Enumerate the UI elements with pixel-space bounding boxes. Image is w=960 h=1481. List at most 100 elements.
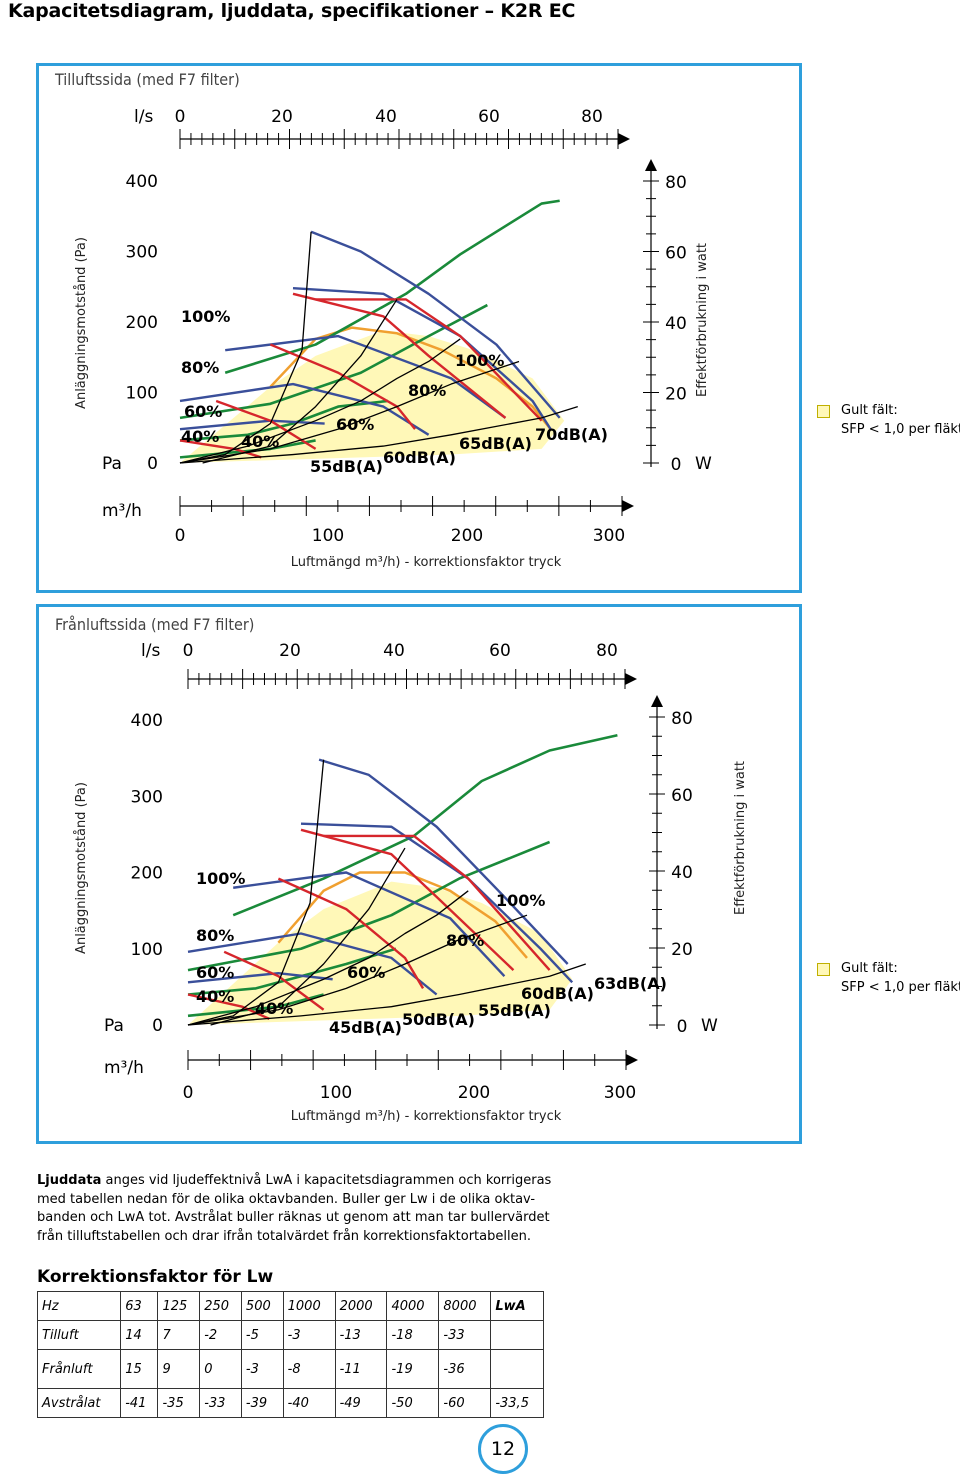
correction-table: Hz 63 125 250 500 1000 2000 4000 8000 LwA Tilluft 1… bbox=[36, 1291, 544, 1418]
speed-label: 100% bbox=[455, 351, 504, 370]
pa-tick-label: 200 bbox=[126, 313, 158, 333]
pa-tick-label: 400 bbox=[131, 711, 163, 731]
pa-tick-label: 0 bbox=[147, 454, 158, 474]
table-cell: 500 bbox=[240, 1291, 284, 1321]
table-cell: -5 bbox=[240, 1320, 284, 1350]
table-cell: -36 bbox=[438, 1349, 492, 1389]
ls-tick-label: 80 bbox=[596, 641, 618, 661]
power-curve bbox=[224, 199, 560, 375]
pa-tick-label: 200 bbox=[131, 864, 163, 884]
db-label: 55dB(A) bbox=[478, 1001, 551, 1020]
correction-table-title: Korrektionsfaktor för Lw bbox=[37, 1267, 274, 1287]
table-cell: -60 bbox=[438, 1388, 492, 1418]
supply-chart-panel: Tilluftssida (med F7 filter) bbox=[36, 63, 802, 593]
pa-tick-label: 0 bbox=[152, 1016, 163, 1036]
legend-line1: Gult fält: bbox=[841, 961, 898, 976]
table-cell: -13 bbox=[334, 1320, 388, 1350]
ls-tick-label: 60 bbox=[489, 641, 511, 661]
axis-arrow-icon bbox=[625, 673, 637, 685]
m3h-tick-label: 300 bbox=[604, 1083, 636, 1103]
db-label: 63dB(A) bbox=[594, 974, 667, 993]
db-label: 45dB(A) bbox=[329, 1018, 402, 1037]
sound-data-text: anges vid ljudeffektnivå LwA i kapacitet… bbox=[37, 1173, 552, 1244]
pa-tick-label: 300 bbox=[131, 787, 163, 807]
table-cell: -40 bbox=[282, 1388, 336, 1418]
db-label: 60dB(A) bbox=[383, 448, 456, 467]
table-cell: 63 bbox=[120, 1291, 159, 1321]
ls-tick-label: 20 bbox=[279, 641, 301, 661]
table-cell: -3 bbox=[240, 1349, 284, 1389]
table-cell: 0 bbox=[199, 1349, 242, 1389]
ls-tick-label: 40 bbox=[375, 107, 397, 127]
table-row: Hz 63 125 250 500 1000 2000 4000 8000 LwA bbox=[36, 1291, 544, 1321]
fan-curve bbox=[187, 971, 333, 984]
table-cell: -11 bbox=[334, 1349, 388, 1389]
system-curve bbox=[187, 759, 325, 1026]
w-tick-label: 0 bbox=[677, 1017, 688, 1037]
ls-unit-label: l/s bbox=[134, 107, 153, 127]
fan-curve bbox=[310, 230, 561, 419]
sound-curve bbox=[315, 298, 543, 422]
table-cell: 15 bbox=[120, 1349, 159, 1389]
axis-arrow-icon bbox=[622, 500, 634, 512]
speed-label: 40% bbox=[196, 987, 234, 1006]
pa-tick-label: 100 bbox=[131, 940, 163, 960]
table-cell: -41 bbox=[120, 1388, 159, 1418]
row-header-cell: Frånluft bbox=[36, 1349, 122, 1389]
table-cell: 7 bbox=[157, 1320, 201, 1350]
table-cell: -49 bbox=[334, 1388, 388, 1418]
system-curve bbox=[187, 963, 586, 1026]
table-cell: -33 bbox=[199, 1388, 242, 1418]
table-cell: -8 bbox=[282, 1349, 336, 1389]
system-curve bbox=[179, 405, 578, 464]
sfp-boundary-line bbox=[277, 871, 528, 959]
speed-label: 100% bbox=[196, 869, 245, 888]
speed-label: 40% bbox=[181, 427, 219, 446]
ls-tick-label: 80 bbox=[581, 107, 603, 127]
table-cell: 125 bbox=[157, 1291, 201, 1321]
page-title: Kapacitetsdiagram, ljuddata, specifikati… bbox=[8, 0, 576, 22]
w-tick-label: 40 bbox=[665, 314, 687, 334]
fan-curve bbox=[318, 758, 569, 965]
w-tick-label: 0 bbox=[671, 455, 682, 475]
power-curve bbox=[187, 840, 551, 972]
yellow-swatch-icon bbox=[817, 963, 830, 976]
sound-curve bbox=[323, 834, 551, 971]
w-tick-label: 60 bbox=[671, 786, 693, 806]
left-axis-title: Anläggningsmotstånd (Pa) bbox=[74, 237, 89, 409]
page-number: 12 bbox=[478, 1424, 528, 1474]
speed-label: 100% bbox=[496, 891, 545, 910]
table-cell: 2000 bbox=[334, 1291, 388, 1321]
m3h-unit-label: m³/h bbox=[102, 501, 142, 521]
speed-label: 80% bbox=[181, 358, 219, 377]
system-curve bbox=[179, 360, 520, 464]
w-tick-label: 80 bbox=[671, 709, 693, 729]
db-label: 60dB(A) bbox=[521, 984, 594, 1003]
db-label: 70dB(A) bbox=[535, 425, 608, 444]
speed-label: 60% bbox=[347, 963, 385, 982]
sound-curve bbox=[292, 292, 507, 419]
left-axis-title: Anläggningsmotstånd (Pa) bbox=[74, 782, 89, 954]
system-curve bbox=[179, 338, 461, 464]
sound-data-paragraph: Ljuddata anges vid ljudeffektnivå LwA i … bbox=[37, 1172, 577, 1246]
ls-unit-label: l/s bbox=[141, 641, 160, 661]
table-cell: 1000 bbox=[282, 1291, 336, 1321]
m3h-tick-label: 200 bbox=[451, 526, 483, 546]
legend-line2: SFP < 1,0 per fläkt bbox=[841, 422, 960, 437]
ls-tick-label: 20 bbox=[271, 107, 293, 127]
x-axis-title: Luftmängd m³/h) - korrektionsfaktor tryc… bbox=[291, 555, 562, 570]
m3h-unit-label: m³/h bbox=[104, 1058, 144, 1078]
fan-curve bbox=[187, 932, 438, 996]
system-curve bbox=[187, 914, 528, 1026]
db-label: 65dB(A) bbox=[459, 434, 532, 453]
pa-tick-label: 100 bbox=[126, 384, 158, 404]
table-cell: -2 bbox=[199, 1320, 242, 1350]
table-cell: 4000 bbox=[386, 1291, 440, 1321]
axis-arrow-icon bbox=[618, 133, 630, 145]
w-tick-label: 40 bbox=[671, 863, 693, 883]
ls-tick-label: 0 bbox=[183, 641, 194, 661]
fan-curve bbox=[179, 382, 430, 436]
table-cell bbox=[490, 1349, 544, 1389]
sound-curve bbox=[223, 950, 325, 1011]
